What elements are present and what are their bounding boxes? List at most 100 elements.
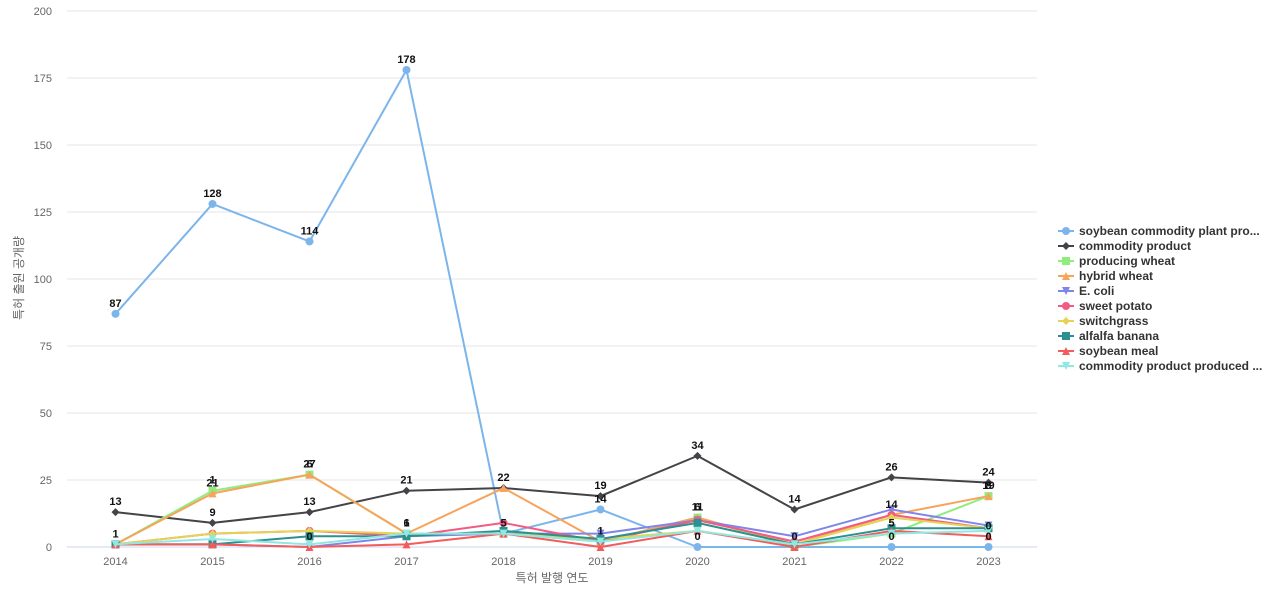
legend-marker: [1062, 302, 1070, 310]
data-label: 8: [985, 480, 991, 492]
data-label: 0: [791, 531, 797, 543]
data-point[interactable]: [790, 532, 799, 541]
legend-item[interactable]: soybean meal: [1058, 344, 1158, 358]
series-lines: [111, 65, 993, 551]
data-point[interactable]: [402, 65, 411, 74]
legend-item[interactable]: alfalfa banana: [1058, 329, 1159, 343]
legend-item[interactable]: producing wheat: [1058, 254, 1175, 268]
data-label: 13: [109, 496, 121, 508]
data-point[interactable]: [596, 537, 605, 546]
data-point[interactable]: [305, 540, 314, 549]
data-label: 34: [691, 440, 704, 452]
x-tick-label: 2022: [879, 556, 903, 568]
data-label: 21: [206, 477, 218, 489]
data-point[interactable]: [790, 505, 799, 514]
data-point[interactable]: [208, 540, 217, 549]
data-point[interactable]: [402, 486, 411, 495]
data-label: 26: [885, 461, 897, 473]
data-label: 114: [301, 225, 320, 237]
series-9: [111, 526, 993, 549]
data-point[interactable]: [693, 526, 702, 535]
legend-item[interactable]: E. coli: [1058, 284, 1114, 298]
series-line: [114, 68, 989, 548]
data-point[interactable]: [887, 505, 896, 514]
legend-item[interactable]: commodity product produced ...: [1058, 359, 1262, 373]
data-label: 21: [400, 475, 412, 487]
legend-label: commodity product produced ...: [1079, 359, 1262, 373]
data-label: 11: [692, 502, 704, 514]
data-point[interactable]: [402, 540, 411, 549]
data-point[interactable]: [887, 529, 896, 538]
data-point[interactable]: [208, 534, 217, 543]
legend-label: E. coli: [1079, 284, 1114, 298]
legend-marker: [1062, 347, 1070, 355]
data-label: 0: [888, 531, 894, 543]
y-tick-label: 175: [34, 73, 52, 85]
data-point[interactable]: [887, 543, 896, 551]
data-point[interactable]: [693, 543, 702, 551]
y-tick-label: 100: [34, 274, 52, 286]
data-point[interactable]: [596, 543, 605, 551]
legend-marker: [1062, 362, 1070, 370]
data-label: 0: [985, 520, 991, 532]
x-tick-label: 2023: [976, 556, 1000, 568]
legend-label: soybean meal: [1079, 344, 1158, 358]
data-point[interactable]: [499, 529, 508, 538]
data-point[interactable]: [596, 492, 605, 501]
legend-item[interactable]: sweet potato: [1058, 299, 1152, 313]
legend-item[interactable]: soybean commodity plant pro...: [1058, 224, 1260, 238]
data-point[interactable]: [887, 473, 896, 482]
x-tick-label: 2015: [200, 556, 224, 568]
data-point[interactable]: [984, 478, 993, 487]
legend-marker: [1062, 317, 1070, 325]
series-line: [115, 516, 989, 546]
data-label: 6: [403, 518, 409, 530]
data-point[interactable]: [305, 237, 314, 246]
data-point[interactable]: [305, 470, 314, 479]
y-tick-label: 50: [40, 408, 52, 420]
data-label: 1: [403, 518, 409, 530]
data-point[interactable]: [984, 543, 993, 551]
y-tick-label: 25: [40, 475, 52, 487]
legend-label: hybrid wheat: [1079, 269, 1153, 283]
legend-marker: [1062, 332, 1070, 340]
data-point[interactable]: [596, 505, 605, 514]
data-point[interactable]: [984, 532, 993, 541]
data-point[interactable]: [984, 526, 993, 535]
data-point[interactable]: [596, 529, 605, 538]
legend-item[interactable]: switchgrass: [1058, 314, 1149, 328]
data-label: 87: [109, 298, 121, 310]
data-point[interactable]: [984, 492, 993, 501]
data-point[interactable]: [208, 518, 217, 527]
data-point[interactable]: [305, 532, 314, 541]
series-line: [115, 529, 989, 546]
x-tick-label: 2020: [685, 556, 709, 568]
data-point[interactable]: [693, 518, 702, 527]
data-point[interactable]: [499, 518, 508, 527]
data-point[interactable]: [693, 451, 702, 460]
data-point[interactable]: [208, 199, 217, 208]
data-point[interactable]: [402, 529, 411, 538]
x-tick-label: 2016: [297, 556, 321, 568]
legend-item[interactable]: commodity product: [1058, 239, 1191, 253]
legend-item[interactable]: hybrid wheat: [1058, 269, 1153, 283]
data-point[interactable]: [111, 309, 120, 318]
x-tick-label: 2018: [491, 556, 515, 568]
legend-marker: [1062, 257, 1070, 265]
data-point[interactable]: [305, 508, 314, 517]
data-label: 0: [306, 531, 312, 543]
legend-marker: [1062, 242, 1070, 250]
y-tick-label: 150: [34, 140, 52, 152]
series-4: [111, 505, 993, 551]
data-point[interactable]: [499, 484, 508, 493]
data-point[interactable]: [111, 540, 120, 549]
data-point[interactable]: [208, 489, 217, 498]
data-point[interactable]: [887, 513, 896, 522]
data-point[interactable]: [111, 508, 120, 517]
x-axis-title: 특허 발행 연도: [516, 570, 589, 585]
series-line: [115, 521, 989, 546]
y-axis-ticks: 0 25 50 75 100 125 150 175 200: [34, 6, 52, 554]
data-point[interactable]: [790, 540, 799, 549]
data-label: 14: [885, 499, 898, 511]
